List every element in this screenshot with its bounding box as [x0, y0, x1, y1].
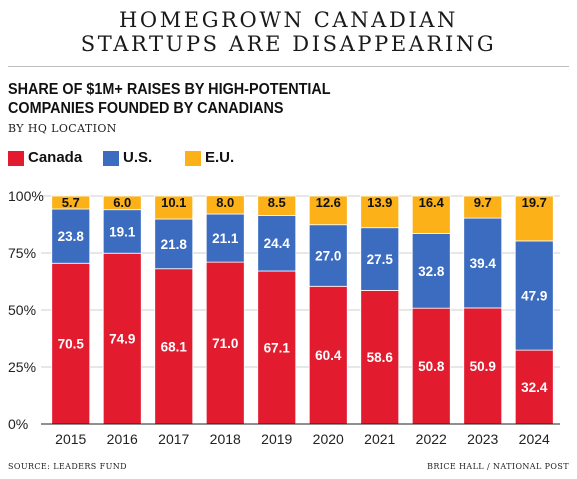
data-label: 74.9 [109, 332, 135, 347]
bar-segment [102, 252, 142, 425]
headline-line-2: STARTUPS ARE DISAPPEARING [80, 32, 497, 56]
x-tick-label: 2015 [55, 431, 86, 447]
data-label: 19.1 [109, 224, 136, 239]
y-tick-label: 50% [8, 302, 36, 318]
bars [51, 195, 554, 425]
bar-segment [257, 270, 297, 425]
y-tick-label: 0% [8, 416, 28, 432]
data-labels: 70.5 23.8 5.7 74.9 19.1 6.0 68.1 21.8 10.1 71.0 21… [58, 195, 548, 395]
y-tick-label: 25% [8, 359, 36, 375]
data-label: 19.7 [522, 195, 547, 210]
bar-segment [205, 195, 245, 215]
data-label: 68.1 [161, 339, 188, 354]
data-label: 21.8 [161, 237, 188, 252]
bar-segment [411, 195, 451, 234]
x-tick-label: 2022 [416, 431, 447, 447]
headline: HOMEGROWN CANADIAN STARTUPS ARE DISAPPEA… [0, 8, 577, 56]
bar-segment [463, 195, 503, 219]
data-label: 5.7 [62, 195, 80, 210]
bar-segment [360, 195, 400, 229]
data-label: 10.1 [161, 195, 186, 210]
data-label: 6.0 [113, 195, 131, 210]
bar-segment [51, 262, 91, 425]
bar-segment [360, 289, 400, 425]
data-label: 58.6 [367, 350, 394, 365]
x-tick-label: 2019 [261, 431, 292, 447]
chart-subtitle: BY HQ LOCATION [8, 122, 117, 135]
bar-segment [257, 195, 297, 216]
data-label: 9.7 [474, 195, 492, 210]
data-label: 47.9 [521, 289, 547, 304]
y-tick-label: 100% [8, 188, 44, 204]
bar-segment [411, 307, 451, 425]
x-tick-label: 2023 [467, 431, 498, 447]
data-label: 60.4 [315, 348, 342, 363]
credit-note: BRICE HALL / NATIONAL POST [427, 462, 569, 471]
bar-segment [102, 209, 142, 254]
data-label: 12.6 [316, 195, 341, 210]
legend-swatch-canada [8, 151, 24, 166]
data-label: 27.5 [367, 252, 394, 267]
data-label: 32.4 [521, 380, 548, 395]
y-tick-label: 75% [8, 245, 36, 261]
chart-title: SHARE OF $1M+ RAISES BY HIGH-POTENTIAL C… [8, 80, 386, 118]
bar-segment [102, 195, 142, 211]
x-tick-label: 2024 [519, 431, 550, 447]
data-label: 23.8 [58, 229, 85, 244]
headline-divider [8, 66, 569, 67]
x-tick-label: 2020 [313, 431, 344, 447]
data-label: 70.5 [58, 337, 85, 352]
x-tick-label: 2021 [364, 431, 395, 447]
bar-segment [514, 349, 554, 425]
legend-swatch-us [103, 151, 119, 166]
legend-label-us: U.S. [123, 149, 153, 166]
chart-title-line-2: COMPANIES FOUNDED BY CANADIANS [8, 100, 284, 117]
data-label: 27.0 [315, 249, 341, 264]
bar-segment [205, 261, 245, 425]
data-label: 13.9 [367, 195, 392, 210]
headline-line-1: HOMEGROWN CANADIAN [118, 8, 459, 32]
bar-segment [154, 268, 194, 425]
source-note: SOURCE: LEADERS FUND [8, 462, 127, 471]
bar-segment [514, 240, 554, 351]
bar-segment [308, 224, 348, 287]
data-label: 32.8 [418, 264, 445, 279]
bar-segment [514, 195, 554, 242]
data-label: 8.5 [268, 195, 286, 210]
data-label: 8.0 [216, 195, 234, 210]
data-label: 71.0 [212, 336, 238, 351]
legend-label-canada: Canada [28, 149, 83, 166]
data-label: 39.4 [470, 256, 497, 271]
data-label: 67.1 [264, 341, 291, 356]
data-label: 50.9 [470, 359, 496, 374]
stacked-bar-chart: 70.5 23.8 5.7 74.9 19.1 6.0 68.1 21.8 10.1 71.0 21… [8, 188, 560, 447]
chart-title-line-1: SHARE OF $1M+ RAISES BY HIGH-POTENTIAL [8, 81, 331, 98]
data-label: 16.4 [419, 195, 445, 210]
legend-label-eu: E.U. [205, 149, 235, 166]
bar-segment [257, 214, 297, 272]
bar-segment [205, 213, 245, 263]
bar-segment [51, 208, 91, 264]
bar-segment [154, 218, 194, 270]
bar-segment [308, 195, 348, 226]
bar-segment [308, 285, 348, 425]
bar-segment [51, 195, 91, 210]
axes: 0% 25% 50% 75% 100% 2015 2016 2017 2018 2019 2020 2… [8, 188, 560, 447]
x-tick-label: 2018 [210, 431, 241, 447]
bar-segment [411, 232, 451, 309]
data-label: 24.4 [264, 236, 291, 251]
data-label: 50.8 [418, 359, 445, 374]
x-tick-label: 2017 [158, 431, 189, 447]
bar-segment [463, 307, 503, 425]
legend-swatch-eu [185, 151, 201, 166]
bar-segment [154, 195, 194, 220]
data-label: 21.1 [212, 231, 239, 246]
x-tick-label: 2016 [107, 431, 138, 447]
